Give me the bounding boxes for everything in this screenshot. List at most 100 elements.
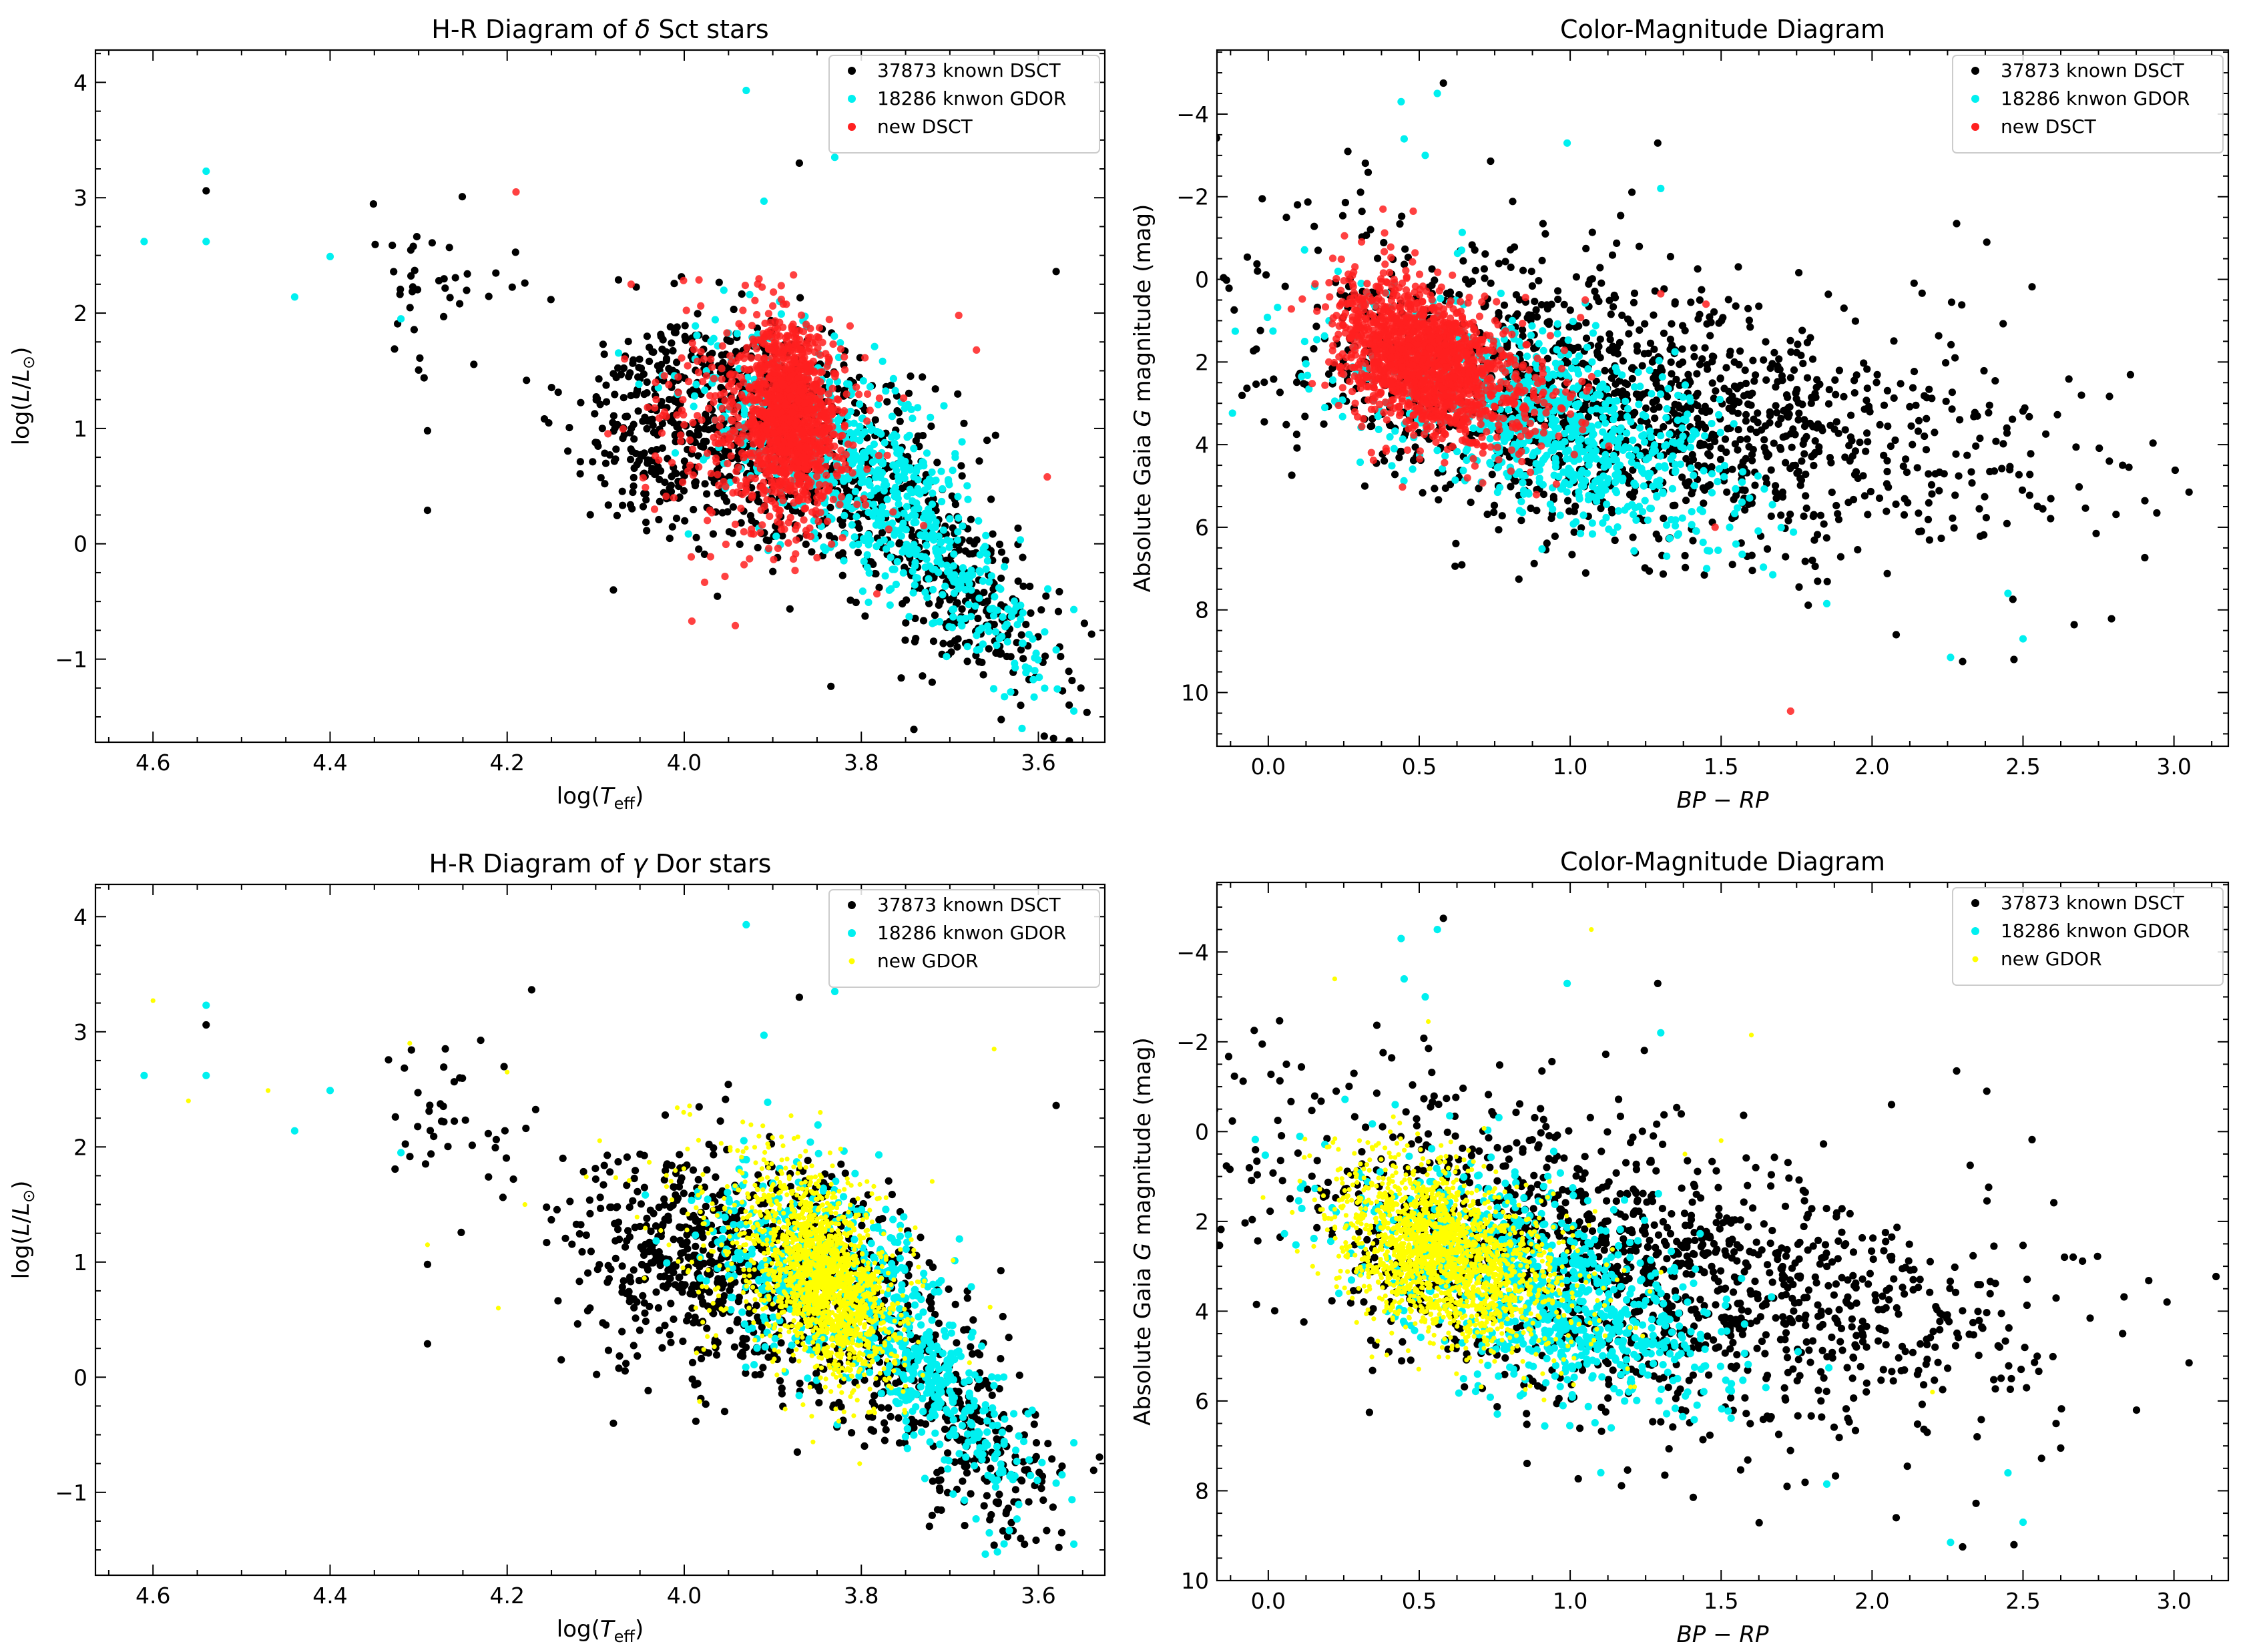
data-point xyxy=(1666,252,1674,261)
data-point xyxy=(869,560,877,569)
data-point xyxy=(1294,201,1302,209)
data-point xyxy=(937,467,945,475)
data-point xyxy=(1696,310,1704,318)
data-point xyxy=(1668,341,1676,349)
data-point xyxy=(912,635,920,643)
data-point xyxy=(1794,340,1802,348)
data-point xyxy=(643,332,652,340)
data-point xyxy=(1762,338,1770,346)
data-point xyxy=(1968,479,1976,487)
data-point xyxy=(391,345,399,353)
data-point xyxy=(765,545,773,553)
data-point xyxy=(630,473,638,482)
data-point xyxy=(718,364,726,372)
data-point xyxy=(1022,621,1030,629)
data-point xyxy=(798,453,806,461)
data-point xyxy=(746,290,754,298)
data-point xyxy=(929,489,937,497)
data-point xyxy=(1956,416,1964,424)
data-point xyxy=(602,398,611,406)
data-point xyxy=(700,456,708,464)
data-point xyxy=(811,394,819,402)
data-point xyxy=(1419,489,1427,497)
data-point xyxy=(1684,370,1692,378)
data-point xyxy=(621,355,629,363)
data-point xyxy=(910,519,918,527)
data-point xyxy=(1795,583,1803,591)
data-point xyxy=(718,509,726,517)
data-point xyxy=(824,517,832,525)
data-point xyxy=(614,364,622,372)
data-point xyxy=(692,533,700,542)
data-point xyxy=(463,270,471,278)
data-point xyxy=(646,357,654,366)
data-point xyxy=(1772,383,1780,391)
data-point xyxy=(747,365,755,373)
data-point xyxy=(996,650,1004,658)
data-point xyxy=(764,398,772,406)
data-point xyxy=(1539,220,1547,228)
data-point xyxy=(1832,390,1840,398)
data-point xyxy=(1999,440,2007,448)
data-point xyxy=(987,572,995,580)
data-point xyxy=(836,345,845,353)
data-point xyxy=(993,641,1001,649)
data-point xyxy=(747,530,755,538)
data-point xyxy=(734,414,742,422)
data-point xyxy=(1667,358,1675,366)
data-point xyxy=(1986,467,1994,476)
data-point xyxy=(1041,684,1049,692)
data-point xyxy=(1915,527,1923,536)
data-point xyxy=(776,468,784,477)
data-point xyxy=(1832,418,1840,426)
data-point xyxy=(802,527,810,535)
data-point xyxy=(954,390,962,398)
data-point xyxy=(897,674,905,682)
data-point xyxy=(803,406,811,415)
data-point xyxy=(409,283,417,291)
data-point xyxy=(290,293,298,301)
data-point xyxy=(1715,319,1723,327)
data-point xyxy=(604,501,612,509)
data-point xyxy=(1455,291,1463,299)
data-point xyxy=(1679,358,1687,366)
data-point xyxy=(925,599,933,607)
data-point xyxy=(937,560,945,568)
data-point xyxy=(843,486,851,495)
data-point xyxy=(1762,376,1770,384)
data-point xyxy=(1707,318,1715,326)
data-point xyxy=(759,330,767,338)
data-point xyxy=(676,493,684,501)
data-point xyxy=(907,405,915,414)
data-point xyxy=(935,532,943,541)
data-point xyxy=(1681,551,1689,560)
data-point xyxy=(511,248,519,256)
data-point xyxy=(1270,375,1278,383)
data-point xyxy=(734,421,742,429)
data-point xyxy=(1087,630,1095,638)
data-point xyxy=(736,482,744,490)
data-point xyxy=(1660,329,1668,337)
x-tick-label: 4.4 xyxy=(312,750,347,776)
data-point xyxy=(941,582,949,591)
data-point xyxy=(848,505,856,513)
data-point xyxy=(668,523,676,531)
data-point xyxy=(975,517,983,525)
data-point xyxy=(1262,271,1270,279)
data-point xyxy=(576,458,585,466)
data-point xyxy=(695,545,703,553)
data-point xyxy=(627,280,636,288)
data-point xyxy=(955,546,963,554)
data-point xyxy=(695,463,703,471)
data-point xyxy=(950,605,958,613)
data-point xyxy=(833,472,841,480)
data-point xyxy=(2126,370,2134,379)
data-point xyxy=(658,420,667,428)
data-point xyxy=(1312,322,1320,330)
data-point xyxy=(1572,273,1580,281)
data-point xyxy=(973,346,981,354)
data-point xyxy=(1752,371,1760,379)
data-point xyxy=(1883,507,1891,515)
data-point xyxy=(1634,347,1642,355)
data-point xyxy=(756,451,764,459)
